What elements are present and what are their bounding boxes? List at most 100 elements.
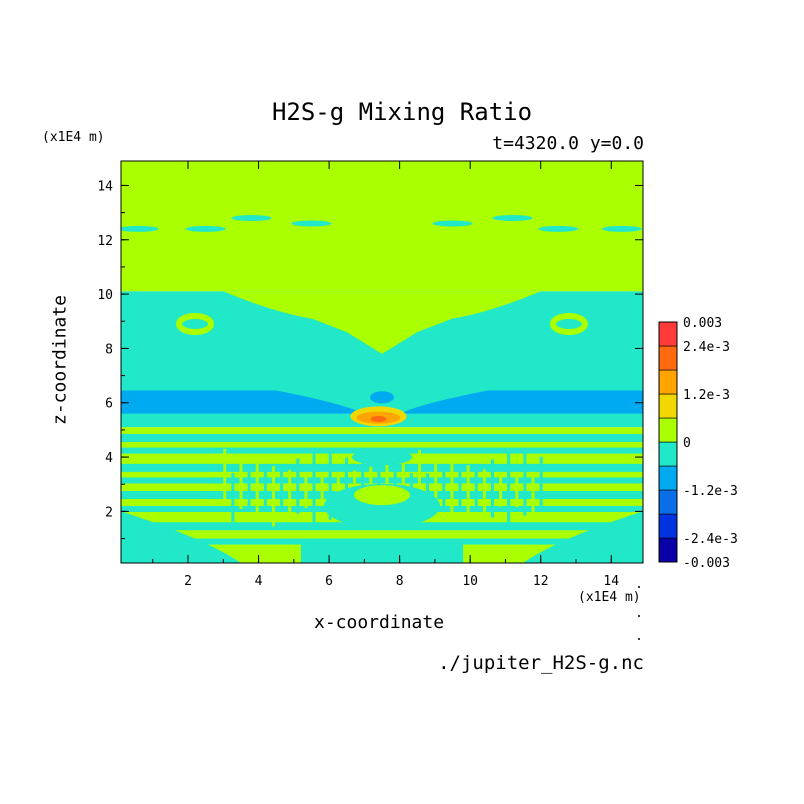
field-region bbox=[401, 456, 405, 508]
field-region bbox=[121, 463, 643, 472]
colorbar-frame bbox=[658, 321, 678, 563]
field-region bbox=[507, 453, 511, 527]
field-region bbox=[185, 225, 226, 232]
colorbar-tick-label: -0.003 bbox=[683, 556, 730, 571]
field-region bbox=[490, 459, 494, 518]
field-region bbox=[549, 312, 588, 335]
y-tick-label: 4 bbox=[105, 451, 113, 466]
field-region bbox=[121, 390, 365, 414]
colorbar-tick-label: -2.4e-3 bbox=[683, 532, 738, 547]
y-axis-unit: (x1E4 m) bbox=[42, 130, 105, 145]
field-region bbox=[458, 469, 462, 506]
field-region bbox=[474, 464, 478, 510]
x-tick-label: 2 bbox=[184, 574, 192, 589]
y-tick-label: 8 bbox=[105, 342, 113, 357]
field-region bbox=[539, 456, 543, 508]
field-region bbox=[300, 538, 464, 563]
colorbar-swatch bbox=[658, 441, 678, 467]
colorbar-tick-label: 2.4e-3 bbox=[683, 340, 730, 355]
field-region bbox=[121, 225, 159, 232]
field-region bbox=[352, 449, 412, 466]
field-region bbox=[223, 448, 227, 506]
field-region bbox=[531, 472, 535, 514]
field-region bbox=[239, 455, 243, 510]
x-tick-label: 10 bbox=[462, 574, 478, 589]
field-region bbox=[263, 468, 267, 507]
field-region bbox=[247, 471, 251, 512]
field-region bbox=[489, 328, 508, 337]
field-region bbox=[121, 511, 241, 563]
field-region bbox=[121, 433, 643, 442]
chart-subtitle: t=4320.0 y=0.0 bbox=[492, 133, 644, 154]
field-region bbox=[280, 464, 284, 508]
field-region bbox=[291, 220, 332, 227]
field-region bbox=[434, 454, 438, 512]
source-file-label: ./jupiter_H2S-g.nc bbox=[438, 652, 644, 674]
x-tick-label: 12 bbox=[533, 574, 549, 589]
y-tick-label: 12 bbox=[97, 234, 113, 249]
field-region bbox=[256, 328, 275, 337]
corner-marks bbox=[638, 586, 640, 640]
colorbar-tick-label: 1.2e-3 bbox=[683, 388, 730, 403]
x-tick-label: 8 bbox=[396, 574, 404, 589]
chart-title: H2S-g Mixing Ratio bbox=[271, 98, 533, 126]
field-region bbox=[450, 460, 454, 522]
y-tick-label: 14 bbox=[97, 179, 113, 194]
field-region bbox=[482, 469, 486, 512]
x-tick-label: 4 bbox=[255, 574, 263, 589]
field-region bbox=[304, 472, 308, 508]
field-region bbox=[523, 450, 527, 516]
field-region bbox=[271, 466, 275, 527]
field-region bbox=[296, 458, 300, 514]
colorbar-tick-label: 0.003 bbox=[683, 316, 722, 331]
colorbar-swatch bbox=[658, 465, 678, 491]
x-tick-label: 14 bbox=[603, 574, 619, 589]
field-region bbox=[231, 473, 235, 522]
colorbar-swatch bbox=[658, 537, 678, 563]
field-region bbox=[370, 391, 394, 404]
field-region bbox=[492, 215, 533, 222]
field-region bbox=[328, 451, 332, 520]
plot-axes: 2 4 6 8 10 12 14 2 4 6 8 10 12 14 bbox=[97, 160, 644, 589]
field-region bbox=[121, 477, 643, 484]
field-region bbox=[255, 460, 259, 518]
field-region bbox=[288, 469, 292, 516]
plot-frame bbox=[120, 160, 644, 564]
field-region bbox=[601, 225, 642, 232]
colorbar-tick-label: -1.2e-3 bbox=[683, 484, 738, 499]
y-tick-label: 6 bbox=[105, 397, 113, 412]
field-region bbox=[361, 463, 365, 507]
field-region bbox=[223, 291, 541, 354]
field-region bbox=[499, 472, 503, 507]
x-axis-unit: (x1E4 m) bbox=[578, 590, 641, 605]
y-tick-label: 10 bbox=[97, 288, 113, 303]
y-tick-label: 2 bbox=[105, 505, 113, 520]
field-region bbox=[470, 316, 526, 348]
field-region bbox=[432, 220, 473, 227]
field-region bbox=[515, 473, 519, 508]
field-region bbox=[442, 471, 446, 510]
colorbar-swatch bbox=[658, 345, 678, 371]
field-region bbox=[231, 215, 272, 222]
x-tick-label: 6 bbox=[325, 574, 333, 589]
colorbar: 0.003 2.4e-3 1.2e-3 0 -1.2e-3 -2.4e-3 -0.003 bbox=[658, 316, 738, 571]
field-region bbox=[324, 483, 440, 528]
field-region bbox=[417, 449, 421, 507]
colorbar-tick-label: 0 bbox=[683, 436, 691, 451]
field-region bbox=[176, 312, 215, 335]
field-region bbox=[538, 225, 579, 232]
field-region bbox=[344, 457, 348, 511]
field-region bbox=[370, 416, 387, 423]
colorbar-swatch bbox=[658, 393, 678, 419]
colorbar-swatch bbox=[658, 417, 678, 443]
heatmap-field bbox=[121, 161, 643, 563]
field-region bbox=[312, 452, 316, 525]
colorbar-swatch bbox=[658, 321, 678, 347]
colorbar-swatch bbox=[658, 489, 678, 515]
field-region bbox=[399, 390, 643, 414]
colorbar-swatch bbox=[658, 369, 678, 395]
field-region bbox=[238, 316, 294, 348]
field-region bbox=[354, 485, 410, 506]
field-region bbox=[466, 465, 470, 522]
